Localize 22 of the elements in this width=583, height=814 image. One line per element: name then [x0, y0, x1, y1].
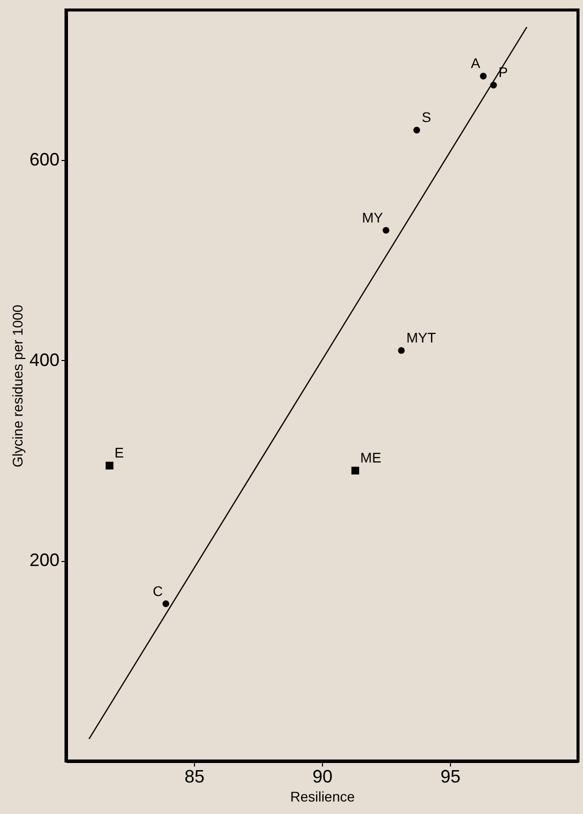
- point: [398, 347, 405, 354]
- annotation: MY: [362, 209, 384, 226]
- point: [480, 72, 487, 80]
- annotation: C: [152, 582, 163, 599]
- x-tick-label: 85: [184, 766, 205, 786]
- x-tick-label: 90: [312, 766, 333, 786]
- annotation: S: [422, 109, 432, 126]
- annotation: E: [114, 444, 124, 461]
- point: [413, 126, 420, 134]
- annotation: MYT: [406, 329, 436, 346]
- annotation: A: [470, 55, 481, 72]
- y-tick-label: 200: [29, 550, 60, 570]
- x-axis-title: Resilience: [290, 788, 356, 804]
- point: [162, 600, 170, 608]
- y-axis-title: Glycine residues per 1000: [9, 304, 26, 468]
- y-tick-label: 600: [29, 150, 60, 170]
- point: [106, 462, 114, 470]
- annotation: ME: [360, 450, 382, 466]
- point: [382, 226, 390, 234]
- point: [351, 466, 360, 474]
- y-tick-label: 400: [29, 350, 60, 370]
- x-tick-label: 95: [440, 766, 461, 786]
